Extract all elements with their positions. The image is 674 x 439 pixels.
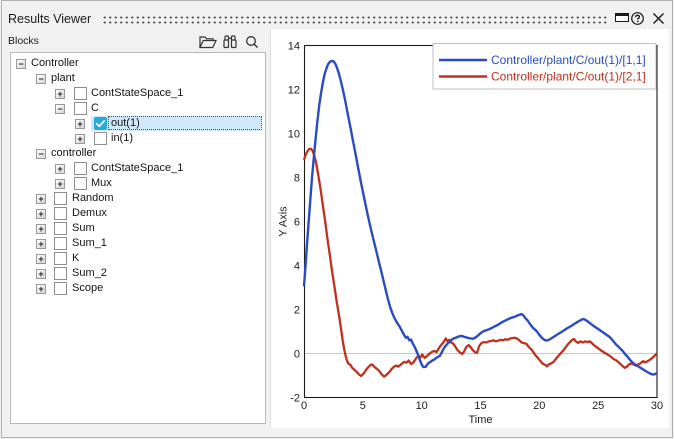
svg-text:-2: -2 (290, 392, 300, 404)
svg-text:4: 4 (294, 260, 300, 272)
svg-text:Y Axis: Y Axis (277, 206, 289, 237)
svg-text:20: 20 (533, 400, 545, 412)
svg-text:10: 10 (288, 128, 300, 140)
svg-text:6: 6 (294, 216, 300, 228)
svg-text:0: 0 (294, 348, 300, 360)
svg-text:8: 8 (294, 172, 300, 184)
svg-text:14: 14 (288, 40, 300, 52)
svg-text:Controller/plant/C/out(1)/[1,1: Controller/plant/C/out(1)/[1,1] (491, 53, 646, 67)
svg-text:30: 30 (651, 400, 663, 412)
svg-text:2: 2 (294, 304, 300, 316)
svg-text:Time: Time (468, 414, 492, 426)
svg-text:12: 12 (288, 84, 300, 96)
svg-text:5: 5 (360, 400, 366, 412)
svg-text:15: 15 (474, 400, 486, 412)
svg-text:10: 10 (416, 400, 428, 412)
svg-text:0: 0 (301, 400, 307, 412)
svg-text:25: 25 (592, 400, 604, 412)
svg-text:Controller/plant/C/out(1)/[2,1: Controller/plant/C/out(1)/[2,1] (491, 70, 646, 84)
